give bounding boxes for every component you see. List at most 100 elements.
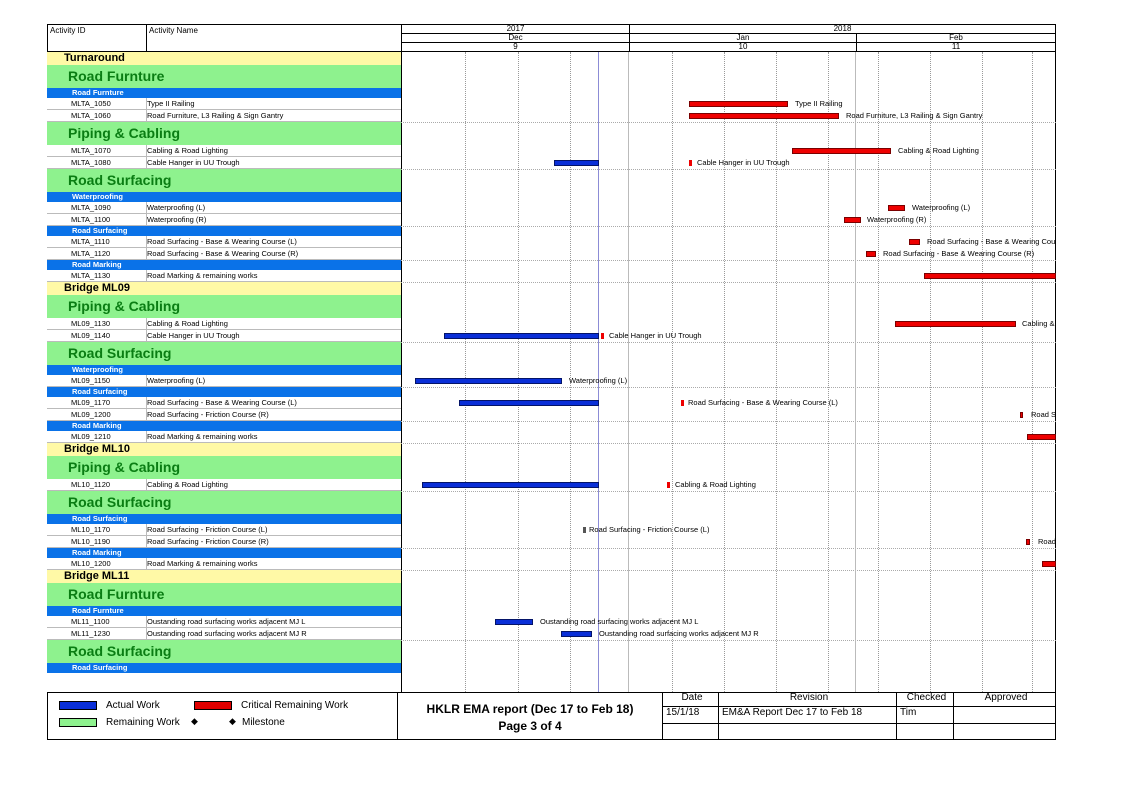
wbs-group-row[interactable]: Road Furnture [47, 583, 401, 606]
activity-row[interactable]: MLTA_1130 Road Marking & remaining works [47, 270, 401, 282]
activity-name: Road Surfacing - Friction Course (R) [147, 537, 269, 546]
actual-work-bar[interactable] [554, 160, 599, 166]
activity-row[interactable]: ML09_1200 Road Surfacing - Friction Cours… [47, 409, 401, 421]
remaining-marker[interactable] [667, 482, 670, 488]
wbs-subgroup-row[interactable]: Road Surfacing [47, 387, 401, 397]
activity-row[interactable]: ML11_1100 Oustanding road surfacing works… [47, 616, 401, 628]
activity-name: Cable Hanger in UU Trough [147, 158, 240, 167]
activity-name-header[interactable]: Activity Name [146, 24, 402, 52]
gridline [401, 169, 1056, 170]
activity-row[interactable]: MLTA_1100 Waterproofing (R) [47, 214, 401, 226]
wbs-subgroup-row[interactable]: Road Surfacing [47, 663, 401, 673]
wbs-group-row[interactable]: Piping & Cabling [47, 295, 401, 318]
critical-remaining-bar[interactable] [909, 239, 920, 245]
activity-row[interactable]: MLTA_1110 Road Surfacing - Base & Wearing… [47, 236, 401, 248]
activity-row[interactable]: ML09_1140 Cable Hanger in UU Trough [47, 330, 401, 342]
report-title: HKLR EMA report (Dec 17 to Feb 18) [426, 702, 634, 716]
wbs-group-row[interactable]: Road Surfacing [47, 169, 401, 192]
critical-remaining-bar[interactable] [888, 205, 905, 211]
activity-row[interactable]: ML09_1150 Waterproofing (L) [47, 375, 401, 387]
activity-row[interactable]: ML10_1190 Road Surfacing - Friction Cours… [47, 536, 401, 548]
activity-id: MLTA_1080 [71, 158, 111, 167]
activity-row[interactable]: MLTA_1060 Road Furniture, L3 Railing & Si… [47, 110, 401, 122]
actual-work-bar[interactable] [495, 619, 533, 625]
month-feb: Feb [856, 34, 1055, 42]
actual-work-bar[interactable] [459, 400, 599, 406]
wbs-title-row[interactable]: Bridge ML11 [47, 570, 401, 583]
wbs-subgroup-row[interactable]: Road Furnture [47, 606, 401, 616]
activity-id-header[interactable]: Activity ID [47, 24, 147, 52]
critical-remaining-bar[interactable] [792, 148, 891, 154]
activity-name: Road Marking & remaining works [147, 559, 258, 568]
wbs-group-row[interactable]: Road Surfacing [47, 342, 401, 365]
wbs-subgroup-row[interactable]: Road Surfacing [47, 226, 401, 236]
critical-remaining-bar[interactable] [1027, 434, 1056, 440]
wbs-title-row[interactable]: Bridge ML09 [47, 282, 401, 295]
wbs-subgroup-label: Road Marking [72, 421, 122, 430]
wbs-subgroup-label: Road Marking [72, 548, 122, 557]
wbs-group-row[interactable]: Road Furnture [47, 65, 401, 88]
remaining-marker[interactable] [601, 333, 604, 339]
wbs-group-row[interactable]: Piping & Cabling [47, 456, 401, 479]
critical-remaining-bar[interactable] [1026, 539, 1030, 545]
month-jan: Jan [629, 34, 856, 42]
activity-id: ML11_1230 [71, 629, 111, 638]
wbs-group-row[interactable]: Road Surfacing [47, 491, 401, 514]
wbs-title-label: Bridge ML09 [64, 282, 131, 294]
activity-row[interactable]: MLTA_1050 Type II Railing [47, 98, 401, 110]
remaining-marker[interactable] [681, 400, 684, 406]
actual-work-bar[interactable] [561, 631, 592, 637]
revision-empty-cell [954, 724, 1056, 740]
revision-description: EM&A Report Dec 17 to Feb 18 [719, 707, 897, 724]
week-gridline [724, 52, 725, 692]
activity-id: ML10_1200 [71, 559, 111, 568]
activity-row[interactable]: ML10_1200 Road Marking & remaining works [47, 558, 401, 570]
wbs-subgroup-row[interactable]: Waterproofing [47, 365, 401, 375]
activity-row[interactable]: ML11_1230 Oustanding road surfacing works… [47, 628, 401, 640]
bar-label: Oustanding road surfacing works adjacent… [540, 617, 699, 626]
critical-remaining-bar[interactable] [844, 217, 861, 223]
activity-name: Cable Hanger in UU Trough [147, 331, 240, 340]
activity-row[interactable]: MLTA_1120 Road Surfacing - Base & Wearing… [47, 248, 401, 260]
wbs-title-row[interactable]: Bridge ML10 [47, 443, 401, 456]
wbs-subgroup-label: Road Furnture [72, 88, 124, 97]
wbs-subgroup-row[interactable]: Road Furnture [47, 88, 401, 98]
wbs-subgroup-row[interactable]: Waterproofing [47, 192, 401, 202]
critical-remaining-bar[interactable] [895, 321, 1016, 327]
wbs-subgroup-row[interactable]: Road Surfacing [47, 514, 401, 524]
remaining-marker[interactable] [689, 160, 692, 166]
column-divider [146, 157, 147, 168]
activity-row[interactable]: ML09_1130 Cabling & Road Lighting [47, 318, 401, 330]
column-divider [146, 110, 147, 121]
remaining-marker[interactable] [583, 527, 586, 533]
wbs-subgroup-row[interactable]: Road Marking [47, 548, 401, 558]
activity-row[interactable]: ML09_1210 Road Marking & remaining works [47, 431, 401, 443]
column-divider [146, 236, 147, 247]
month-boundary [855, 52, 856, 692]
activity-row[interactable]: ML10_1120 Cabling & Road Lighting [47, 479, 401, 491]
wbs-group-row[interactable]: Road Surfacing [47, 640, 401, 663]
activity-row[interactable]: MLTA_1070 Cabling & Road Lighting [47, 145, 401, 157]
wbs-subgroup-row[interactable]: Road Marking [47, 421, 401, 431]
critical-remaining-bar[interactable] [1020, 412, 1023, 418]
actual-work-bar[interactable] [415, 378, 562, 384]
legend-remaining-label: Remaining Work [106, 717, 180, 728]
critical-remaining-bar[interactable] [1042, 561, 1056, 567]
column-divider [146, 318, 147, 329]
wbs-subgroup-row[interactable]: Road Marking [47, 260, 401, 270]
critical-remaining-bar[interactable] [924, 273, 1056, 279]
actual-work-bar[interactable] [422, 482, 599, 488]
activity-row[interactable]: MLTA_1080 Cable Hanger in UU Trough [47, 157, 401, 169]
wbs-group-row[interactable]: Piping & Cabling [47, 122, 401, 145]
week-gridline [878, 52, 879, 692]
critical-remaining-bar[interactable] [866, 251, 876, 257]
critical-remaining-bar[interactable] [689, 101, 788, 107]
activity-row[interactable]: MLTA_1090 Waterproofing (L) [47, 202, 401, 214]
activity-row[interactable]: ML09_1170 Road Surfacing - Base & Wearing… [47, 397, 401, 409]
actual-work-bar[interactable] [444, 333, 599, 339]
activity-name-header-label: Activity Name [149, 26, 198, 35]
legend-actual-swatch [59, 701, 97, 710]
activity-row[interactable]: ML10_1170 Road Surfacing - Friction Cours… [47, 524, 401, 536]
critical-remaining-bar[interactable] [689, 113, 839, 119]
wbs-title-row[interactable]: Turnaround [47, 52, 401, 65]
